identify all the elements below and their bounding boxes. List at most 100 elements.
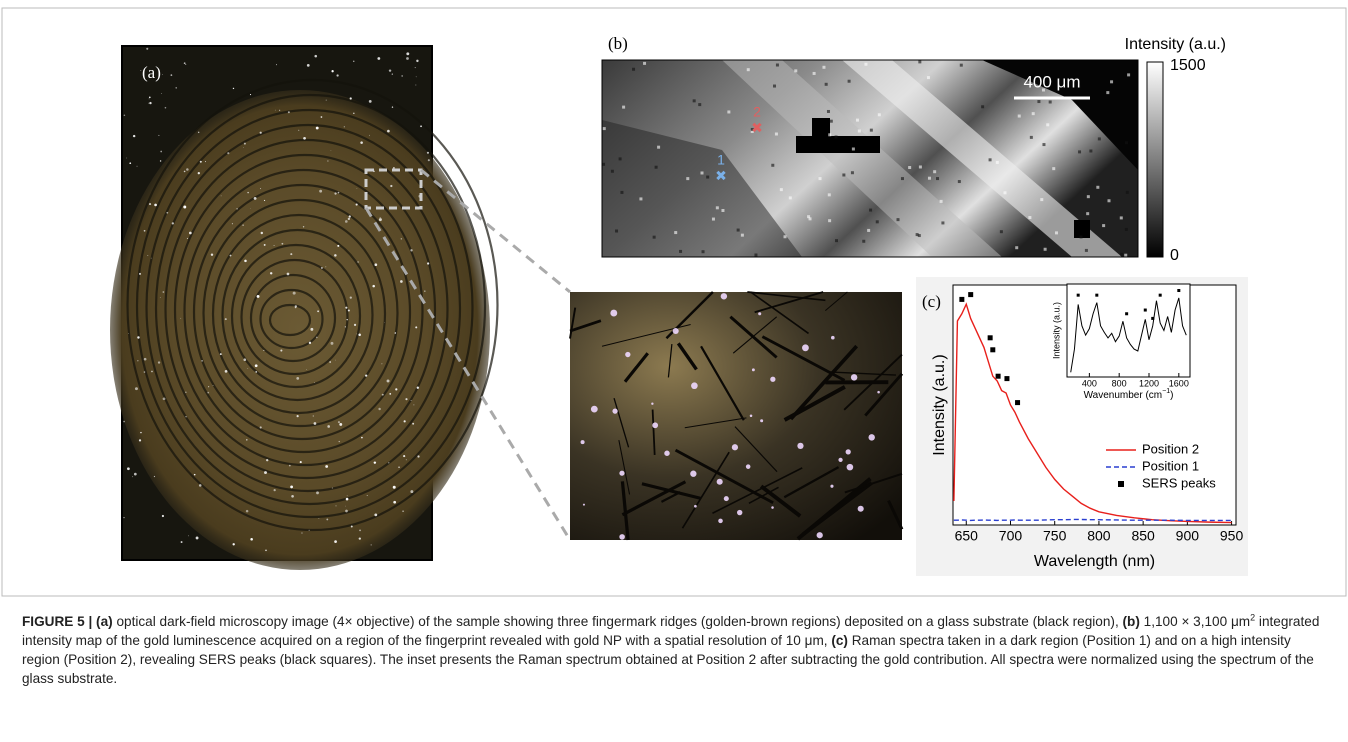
speckle bbox=[981, 105, 984, 108]
particle bbox=[128, 333, 129, 334]
particle bbox=[220, 353, 222, 355]
particle bbox=[200, 161, 202, 163]
speckle bbox=[1120, 253, 1123, 256]
particle bbox=[417, 387, 419, 389]
particle bbox=[390, 185, 392, 187]
particle bbox=[377, 57, 380, 60]
particle bbox=[346, 319, 347, 320]
particle bbox=[402, 511, 403, 512]
sers-peak bbox=[1125, 312, 1128, 315]
position-label: 1 bbox=[717, 152, 725, 168]
intensity-map: 400 μm 1 ✖ 2 ✖ bbox=[602, 60, 1141, 259]
particle bbox=[185, 64, 186, 65]
particle bbox=[610, 310, 617, 317]
speckle bbox=[679, 250, 682, 253]
particle bbox=[416, 60, 418, 62]
particle bbox=[144, 371, 146, 373]
speckle bbox=[828, 219, 831, 222]
position-label: 2 bbox=[753, 104, 761, 120]
dark-block bbox=[796, 136, 880, 153]
particle bbox=[186, 168, 189, 171]
particle bbox=[160, 297, 161, 298]
panel-label: (a) bbox=[142, 63, 161, 82]
particle bbox=[172, 222, 174, 224]
particle bbox=[334, 192, 336, 194]
particle bbox=[129, 162, 131, 164]
particle bbox=[411, 400, 412, 401]
particle bbox=[388, 462, 389, 463]
particle bbox=[255, 364, 258, 367]
particle bbox=[151, 258, 152, 259]
particle bbox=[331, 70, 333, 72]
particle bbox=[393, 167, 394, 168]
particle bbox=[185, 416, 186, 417]
particle bbox=[374, 461, 376, 463]
particle bbox=[250, 538, 253, 541]
particle bbox=[350, 296, 352, 298]
particle bbox=[264, 200, 265, 201]
particle bbox=[334, 540, 337, 543]
particle bbox=[868, 434, 874, 440]
speckle bbox=[941, 221, 944, 224]
particle bbox=[319, 190, 322, 193]
page: (a) (b) 400 μm 1 ✖ 2 ✖ Intensity (a bbox=[0, 0, 1348, 742]
particle bbox=[185, 392, 186, 393]
sers-peak bbox=[1015, 400, 1020, 405]
particle bbox=[326, 518, 328, 520]
speckle bbox=[870, 129, 873, 132]
particle bbox=[187, 238, 188, 239]
particle bbox=[264, 244, 266, 246]
particle bbox=[797, 443, 803, 449]
particle bbox=[345, 506, 346, 507]
particle bbox=[413, 404, 414, 405]
particle bbox=[625, 352, 630, 357]
caption-text: FIGURE 5 | (a) bbox=[22, 614, 113, 629]
zoom-image bbox=[570, 292, 902, 540]
speckle bbox=[960, 64, 963, 67]
particle bbox=[207, 392, 209, 394]
particle bbox=[410, 249, 412, 251]
particle bbox=[348, 218, 350, 220]
speckle bbox=[1028, 216, 1031, 219]
speckle bbox=[773, 85, 776, 88]
speckle bbox=[747, 68, 750, 71]
colorbar-title: Intensity (a.u.) bbox=[1125, 36, 1226, 53]
particle bbox=[297, 415, 299, 417]
speckle bbox=[918, 60, 921, 63]
speckle bbox=[869, 209, 872, 212]
particle bbox=[412, 423, 414, 425]
speckle bbox=[1042, 143, 1045, 146]
speckle bbox=[1052, 167, 1055, 170]
speckle bbox=[827, 110, 830, 113]
particle bbox=[275, 110, 276, 111]
speckle bbox=[858, 129, 861, 132]
particle bbox=[325, 266, 326, 267]
particle bbox=[349, 215, 351, 217]
particle bbox=[189, 232, 192, 235]
speckle bbox=[784, 235, 787, 238]
particle bbox=[415, 326, 417, 328]
particle bbox=[198, 172, 200, 174]
particle bbox=[291, 495, 294, 498]
particle bbox=[205, 161, 206, 162]
particle bbox=[183, 205, 186, 208]
particle bbox=[356, 204, 358, 206]
particle bbox=[831, 336, 835, 340]
particle bbox=[319, 518, 320, 519]
particle bbox=[393, 486, 396, 489]
particle bbox=[123, 517, 124, 518]
particle bbox=[369, 135, 370, 136]
particle bbox=[332, 488, 333, 489]
particle bbox=[246, 439, 247, 440]
speckle bbox=[771, 164, 774, 167]
speckle bbox=[862, 240, 865, 243]
particle bbox=[337, 245, 339, 247]
particle bbox=[395, 388, 397, 390]
speckle bbox=[657, 146, 660, 149]
particle bbox=[321, 267, 323, 269]
x-axis-label: Wavenumber (cm−1) bbox=[1084, 388, 1174, 401]
speckle bbox=[928, 177, 931, 180]
particle bbox=[281, 243, 283, 245]
speckle bbox=[1126, 191, 1129, 194]
caption-text: (c) bbox=[831, 633, 848, 648]
